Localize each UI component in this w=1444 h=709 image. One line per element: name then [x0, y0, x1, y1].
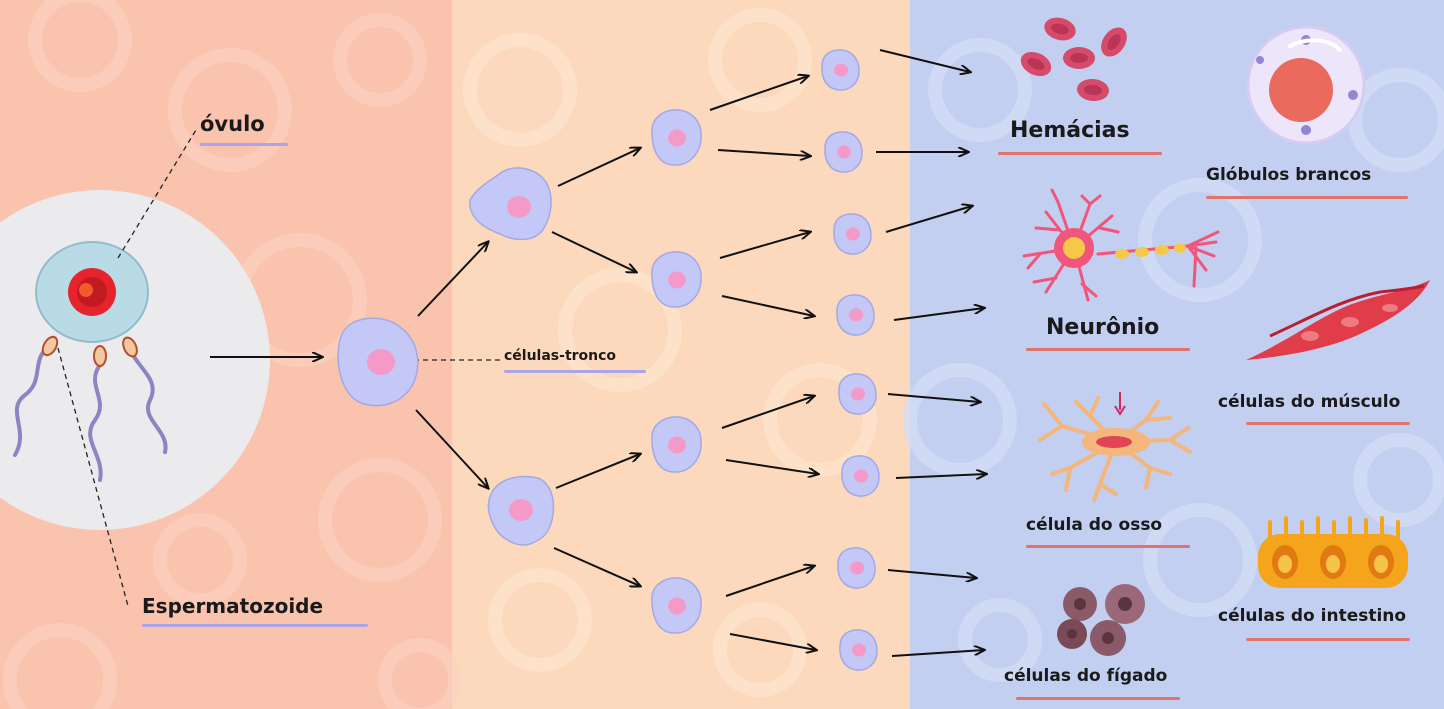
white-blood-cell-illustration	[1246, 25, 1366, 145]
label-celula-osso: célula do osso	[1026, 515, 1163, 535]
label-neuronio: Neurônio	[1046, 315, 1160, 340]
label-celulas-tronco: células-tronco	[504, 348, 617, 364]
muscle-cells-illustration	[1246, 280, 1430, 360]
stem-cell-level1-bottom	[487, 475, 555, 546]
bone-cell-illustration	[1038, 392, 1192, 502]
label-celulas-intestino: células do intestino	[1218, 606, 1407, 626]
stem-cell-level3-8	[839, 629, 878, 671]
underline-celulas-figado	[1016, 697, 1180, 700]
stem-cell-level1-top	[469, 167, 552, 241]
stem-cell-level3-1	[821, 49, 860, 91]
underline-ovulo	[200, 143, 288, 146]
underline-celulas-intestino	[1246, 638, 1410, 641]
label-ovulo: óvulo	[200, 112, 265, 136]
stem-cell-level2-1	[651, 109, 702, 166]
intestine-cells-illustration	[1258, 516, 1408, 588]
label-hemacias: Hemácias	[1010, 118, 1130, 143]
arrows	[210, 49, 986, 657]
stem-cell-level3-5	[838, 373, 877, 415]
underline-celulas-tronco	[504, 370, 646, 373]
sperm-illustration	[13, 343, 168, 482]
neuron-illustration	[1022, 188, 1220, 302]
pointer-lines	[57, 129, 500, 607]
stem-cell-level3-6	[841, 455, 880, 497]
background-pattern	[3, 0, 1444, 709]
liver-cells-illustration	[1057, 584, 1145, 656]
stem-cell-level3-2	[824, 131, 863, 173]
underline-espermatozoide	[142, 624, 368, 627]
stem-cell-level2-4	[651, 577, 702, 634]
label-globulos-brancos: Glóbulos brancos	[1206, 165, 1372, 185]
stem-cell-main	[337, 317, 419, 407]
stem-cell-level3-7	[837, 547, 876, 589]
underline-globulos-brancos	[1206, 196, 1408, 199]
ovum-illustration	[35, 241, 149, 343]
label-celulas-musculo: células do músculo	[1218, 392, 1401, 412]
label-espermatozoide: Espermatozoide	[142, 594, 324, 618]
stem-cell-level3-4	[836, 294, 875, 336]
sperm-heads	[41, 335, 138, 367]
stem-cell-level2-2	[651, 251, 702, 308]
underline-hemacias	[998, 152, 1162, 155]
stem-cell-level2-3	[651, 416, 702, 473]
stem-cell-level3-3	[833, 213, 872, 255]
label-celulas-figado: células do fígado	[1004, 666, 1168, 686]
underline-celula-osso	[1026, 545, 1190, 548]
underline-neuronio	[1026, 348, 1190, 351]
underline-celulas-musculo	[1246, 422, 1410, 425]
